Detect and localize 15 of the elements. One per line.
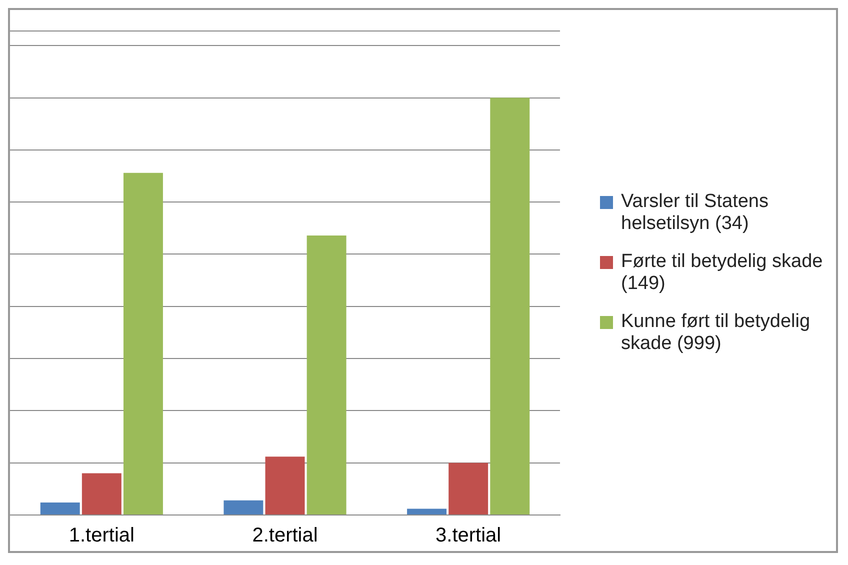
legend-label: Kunne ført til betydelig skade (999)	[621, 310, 812, 354]
legend-label: Førte til betydelig skade (149)	[621, 250, 824, 294]
bar	[306, 234, 346, 514]
legend-label: Varsler til Statens helsetilsyn (34)	[621, 190, 770, 234]
bar	[82, 472, 122, 514]
bar	[265, 456, 305, 514]
bar	[407, 508, 447, 514]
bar	[224, 500, 264, 514]
bar	[40, 502, 80, 514]
x-tick-label: 3.tertial	[436, 524, 502, 546]
bar	[448, 462, 488, 514]
bar	[123, 172, 163, 514]
bar	[490, 97, 530, 514]
x-tick-label: 1.tertial	[68, 524, 134, 546]
x-tick-label: 2.tertial	[252, 524, 318, 546]
